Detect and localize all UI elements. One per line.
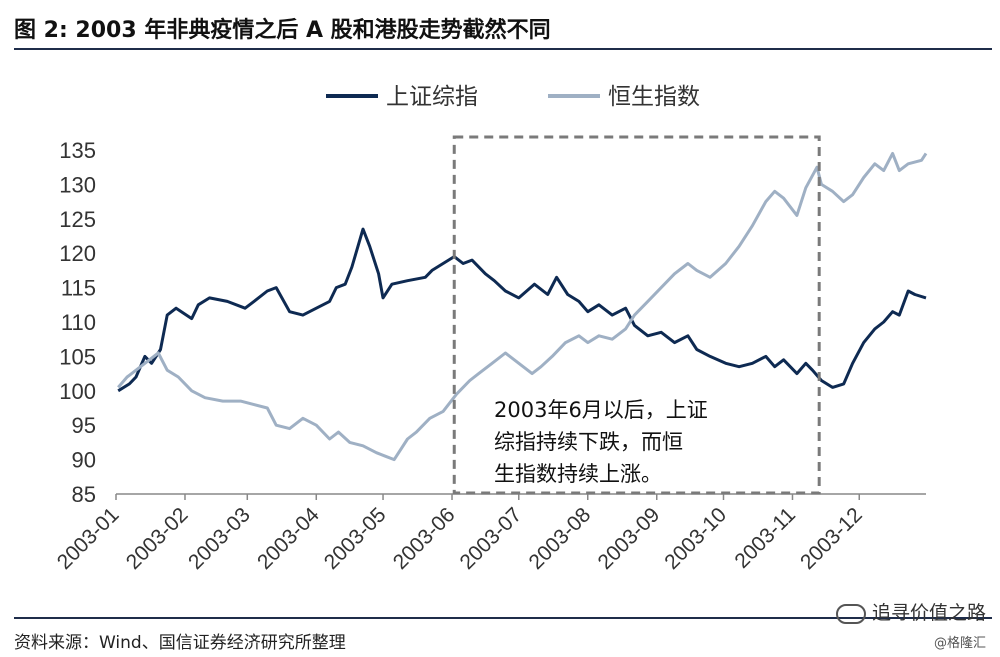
x-axis: 2003-012003-022003-032003-042003-052003-… <box>53 493 926 574</box>
x-tick-label: 2003-06 <box>389 503 460 574</box>
chart-title: 图 2: 2003 年非典疫情之后 A 股和港股走势截然不同 <box>14 18 551 43</box>
y-tick-label: 125 <box>59 207 96 232</box>
top-rule <box>14 48 992 50</box>
x-tick-label: 2003-07 <box>456 503 527 574</box>
series-line-shanghai <box>117 227 927 393</box>
x-tick-label: 2003-11 <box>730 503 800 573</box>
legend: 上证综指 恒生指数 <box>326 84 700 110</box>
x-tick-label: 2003-12 <box>796 503 867 574</box>
legend-label: 恒生指数 <box>608 84 700 110</box>
y-tick-label: 90 <box>72 448 96 473</box>
y-tick-label: 110 <box>61 310 96 335</box>
annotation-text: 2003年6月以后，上证 综指持续下跌，而恒 生指数持续上涨。 <box>494 398 708 486</box>
brand-text: 追寻价值之路 <box>871 602 986 624</box>
copyright-label: @格隆汇 <box>933 636 986 651</box>
y-tick-label: 135 <box>59 138 96 163</box>
series-layer <box>117 151 928 462</box>
annotation-box <box>452 135 821 495</box>
brand-label: 追寻价值之路 <box>835 598 986 625</box>
y-tick-label: 120 <box>59 241 96 266</box>
y-tick-label: 130 <box>59 172 96 197</box>
x-tick-label: 2003-01 <box>53 503 124 574</box>
y-tick-label: 85 <box>72 482 96 507</box>
source-note: 资料来源：Wind、国信证券经济研究所整理 <box>14 633 346 653</box>
chart: 上证综指 恒生指数 859095100105110115120125130135 … <box>53 84 928 574</box>
x-tick-label: 2003-10 <box>660 503 731 574</box>
x-tick-label: 2003-09 <box>594 503 665 574</box>
series-line-hangseng <box>117 151 928 462</box>
bottom-rule <box>14 617 992 619</box>
x-tick-label: 2003-04 <box>253 503 324 574</box>
y-tick-label: 100 <box>59 379 96 404</box>
legend-label: 上证综指 <box>386 84 478 110</box>
y-tick-label: 115 <box>61 276 96 301</box>
y-tick-label: 95 <box>72 413 96 438</box>
wechat-icon <box>835 603 866 624</box>
x-tick-label: 2003-03 <box>184 503 255 574</box>
x-tick-label: 2003-08 <box>525 503 596 574</box>
x-tick-label: 2003-05 <box>320 503 391 574</box>
y-axis: 85 90 95 100 105 110 115 120 125 130 135 <box>59 138 96 507</box>
y-tick-label: 105 <box>59 344 96 369</box>
x-tick-label: 2003-02 <box>122 503 193 574</box>
